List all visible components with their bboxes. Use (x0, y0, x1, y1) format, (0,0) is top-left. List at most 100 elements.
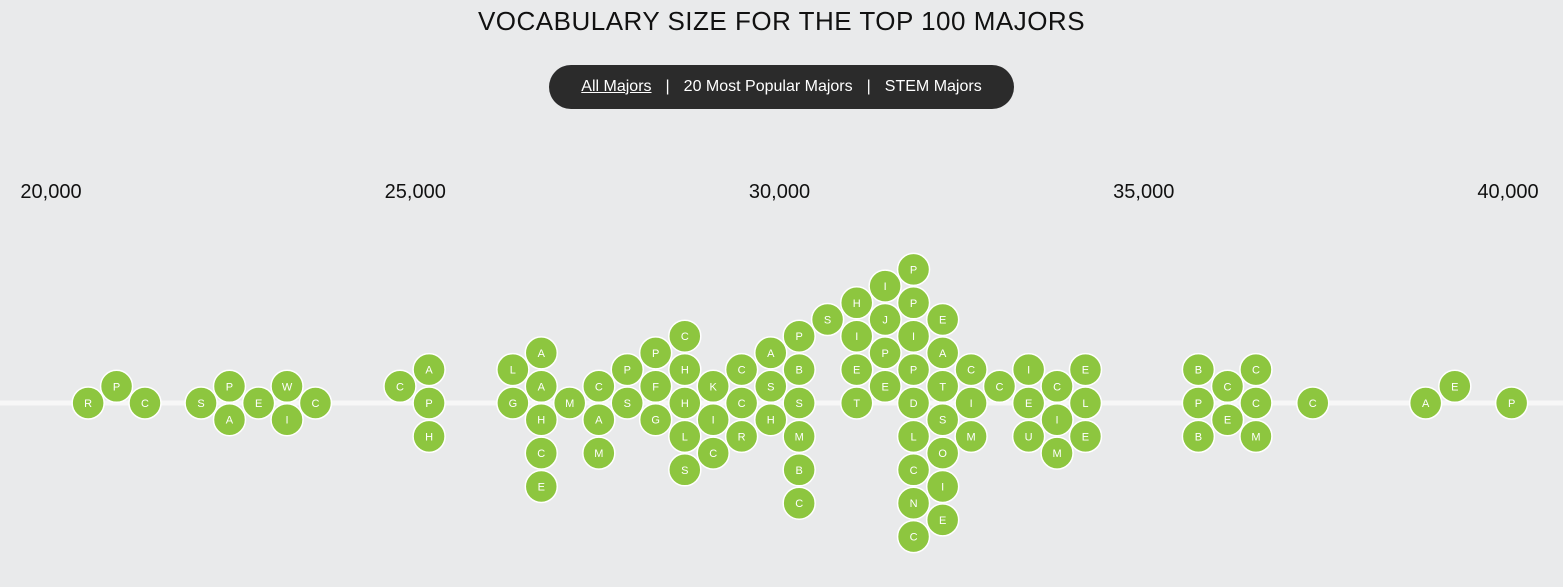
major-bubble[interactable]: M (582, 436, 616, 470)
bubble-circle[interactable] (1068, 419, 1103, 454)
bubble-circle[interactable] (1239, 352, 1273, 387)
major-bubble[interactable]: P (896, 352, 931, 387)
filter-popular-majors[interactable]: 20 Most Popular Majors (683, 78, 853, 95)
bubble-circle[interactable] (782, 352, 816, 387)
major-bubble[interactable]: B (1181, 352, 1216, 387)
bubble-circle[interactable] (839, 386, 874, 420)
bubble-circle[interactable] (696, 369, 730, 404)
bubble-circle[interactable] (782, 419, 816, 454)
bubble-circle[interactable] (896, 519, 931, 554)
bubble-circle[interactable] (810, 302, 845, 337)
bubble-circle[interactable] (782, 453, 816, 487)
bubble-circle[interactable] (782, 386, 816, 420)
bubble-circle[interactable] (1494, 386, 1529, 420)
bubble-circle[interactable] (241, 386, 276, 420)
major-bubble[interactable]: A (925, 336, 960, 370)
major-bubble[interactable]: U (1011, 419, 1046, 454)
bubble-circle[interactable] (868, 302, 902, 337)
major-bubble[interactable]: T (925, 369, 960, 404)
bubble-circle[interactable] (638, 336, 673, 370)
bubble-circle[interactable] (839, 352, 874, 387)
major-bubble[interactable]: E (1068, 419, 1103, 454)
bubble-circle[interactable] (925, 469, 960, 504)
major-bubble[interactable]: C (1210, 369, 1245, 404)
major-bubble[interactable]: N (896, 486, 931, 520)
bubble-circle[interactable] (896, 286, 931, 320)
bubble-circle[interactable] (896, 252, 931, 287)
filter-all-majors[interactable]: All Majors (581, 78, 652, 95)
major-bubble[interactable]: C (524, 436, 559, 470)
bubble-circle[interactable] (99, 369, 134, 404)
filter-stem-majors[interactable]: STEM Majors (884, 78, 982, 95)
major-bubble[interactable]: C (724, 386, 759, 420)
bubble-circle[interactable] (524, 402, 559, 437)
bubble-circle[interactable] (1040, 369, 1074, 404)
bubble-circle[interactable] (1040, 436, 1074, 470)
major-bubble[interactable]: K (696, 369, 730, 404)
bubble-circle[interactable] (412, 386, 446, 420)
bubble-circle[interactable] (668, 352, 702, 387)
bubble-circle[interactable] (925, 336, 960, 370)
major-bubble[interactable]: C (1296, 386, 1330, 420)
major-bubble[interactable]: G (496, 386, 530, 420)
major-bubble[interactable]: E (925, 302, 960, 337)
bubble-circle[interactable] (524, 469, 559, 504)
bubble-circle[interactable] (668, 319, 702, 353)
major-bubble[interactable]: L (896, 419, 931, 454)
major-bubble[interactable]: M (552, 386, 587, 420)
major-bubble[interactable]: M (1239, 419, 1273, 454)
major-bubble[interactable]: E (925, 503, 960, 537)
bubble-circle[interactable] (496, 352, 530, 387)
bubble-circle[interactable] (839, 286, 874, 320)
major-bubble[interactable]: P (868, 336, 902, 370)
major-bubble[interactable]: C (724, 352, 759, 387)
bubble-circle[interactable] (896, 419, 931, 454)
bubble-circle[interactable] (1438, 369, 1472, 404)
bubble-circle[interactable] (839, 319, 874, 353)
major-bubble[interactable]: C (383, 369, 417, 404)
major-bubble[interactable]: I (954, 386, 988, 420)
major-bubble[interactable]: E (1438, 369, 1472, 404)
bubble-circle[interactable] (212, 369, 247, 404)
bubble-circle[interactable] (1011, 352, 1046, 387)
bubble-circle[interactable] (212, 402, 247, 437)
major-bubble[interactable]: P (896, 252, 931, 287)
bubble-circle[interactable] (696, 402, 730, 437)
major-bubble[interactable]: C (128, 386, 162, 420)
bubble-circle[interactable] (582, 369, 616, 404)
bubble-circle[interactable] (412, 419, 446, 454)
bubble-circle[interactable] (896, 486, 931, 520)
bubble-circle[interactable] (1210, 402, 1245, 437)
major-bubble[interactable]: A (412, 352, 446, 387)
major-bubble[interactable]: H (839, 286, 874, 320)
bubble-circle[interactable] (383, 369, 417, 404)
major-bubble[interactable]: A (754, 336, 788, 370)
major-bubble[interactable]: M (1040, 436, 1074, 470)
major-bubble[interactable]: B (782, 453, 816, 487)
major-bubble[interactable]: L (1068, 386, 1103, 420)
major-bubble[interactable]: E (839, 352, 874, 387)
bubble-circle[interactable] (868, 369, 902, 404)
major-bubble[interactable]: J (868, 302, 902, 337)
bubble-circle[interactable] (1239, 386, 1273, 420)
bubble-circle[interactable] (668, 453, 702, 487)
bubble-circle[interactable] (754, 336, 788, 370)
major-bubble[interactable]: B (782, 352, 816, 387)
major-bubble[interactable]: D (896, 386, 931, 420)
major-bubble[interactable]: S (184, 386, 218, 420)
major-bubble[interactable]: A (582, 402, 616, 437)
major-bubble[interactable]: P (412, 386, 446, 420)
major-bubble[interactable]: C (582, 369, 616, 404)
major-bubble[interactable]: H (668, 386, 702, 420)
bubble-circle[interactable] (582, 436, 616, 470)
major-bubble[interactable]: S (668, 453, 702, 487)
bubble-circle[interactable] (1011, 386, 1046, 420)
major-bubble[interactable]: P (782, 319, 816, 353)
major-bubble[interactable]: C (982, 369, 1017, 404)
major-bubble[interactable]: H (524, 402, 559, 437)
major-bubble[interactable]: E (241, 386, 276, 420)
bubble-circle[interactable] (668, 386, 702, 420)
bubble-circle[interactable] (1068, 352, 1103, 387)
bubble-circle[interactable] (638, 402, 673, 437)
major-bubble[interactable]: M (782, 419, 816, 454)
